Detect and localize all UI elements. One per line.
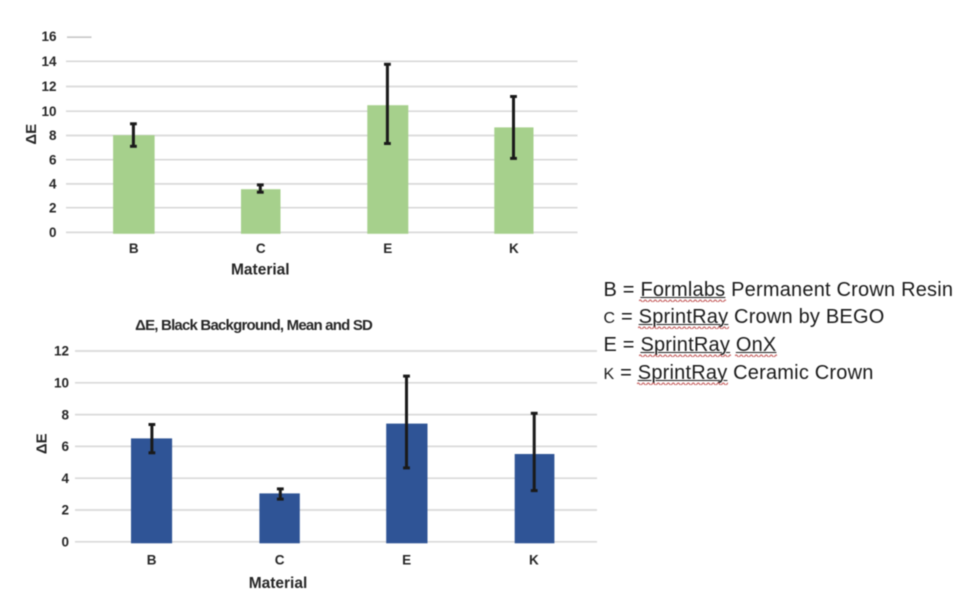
svg-text:4: 4 (49, 177, 57, 192)
svg-text:6: 6 (49, 152, 57, 167)
svg-text:Material: Material (231, 262, 290, 279)
svg-text:Material: Material (249, 575, 308, 592)
svg-text:ΔE, Black Background, Mean and: ΔE, Black Background, Mean and SD (135, 317, 373, 334)
svg-text:12: 12 (41, 79, 56, 94)
svg-text:B: B (129, 241, 139, 256)
svg-text:ΔE: ΔE (34, 433, 51, 454)
svg-text:0: 0 (61, 535, 69, 550)
svg-text:ΔE: ΔE (23, 124, 40, 145)
svg-text:K: K (509, 241, 519, 256)
svg-text:14: 14 (41, 54, 57, 69)
svg-text:C: C (275, 553, 285, 568)
svg-text:0: 0 (49, 225, 57, 240)
svg-text:4: 4 (61, 471, 69, 486)
svg-text:10: 10 (54, 376, 69, 391)
svg-text:8: 8 (61, 407, 69, 422)
svg-text:8: 8 (49, 128, 57, 143)
svg-text:2: 2 (49, 200, 57, 215)
svg-text:C: C (256, 241, 266, 256)
svg-text:E: E (383, 241, 392, 256)
svg-text:E: E (402, 553, 411, 568)
svg-text:2: 2 (61, 503, 69, 518)
svg-text:12: 12 (54, 344, 69, 359)
svg-text:6: 6 (61, 439, 69, 454)
svg-text:K: K (529, 553, 539, 568)
svg-text:B: B (147, 553, 157, 568)
svg-text:16: 16 (41, 29, 57, 44)
svg-text:10: 10 (41, 104, 56, 119)
